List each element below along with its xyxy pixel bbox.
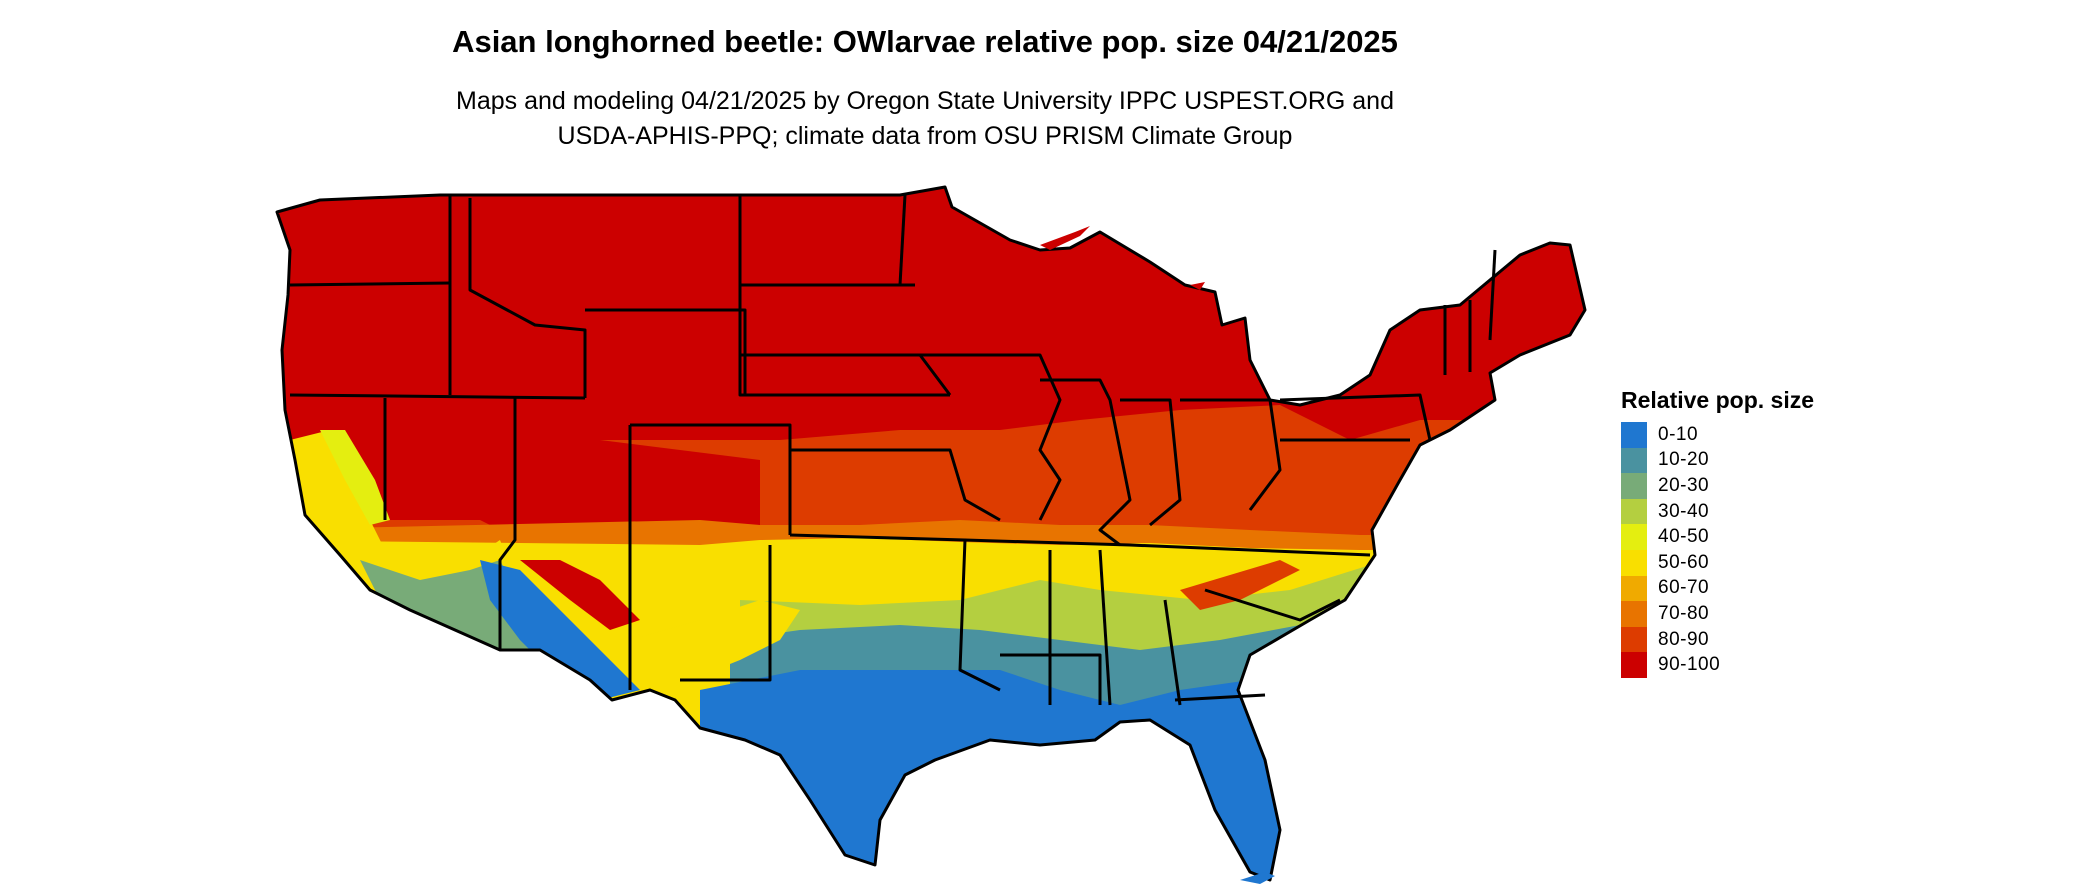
legend-swatch <box>1621 473 1647 499</box>
map-subtitle: Maps and modeling 04/21/2025 by Oregon S… <box>300 84 1550 154</box>
legend-item: 70-80 <box>1621 601 1814 627</box>
legend-swatch <box>1621 626 1647 653</box>
legend-item: 80-90 <box>1621 626 1814 653</box>
legend-swatch <box>1621 575 1647 602</box>
legend-label: 60-70 <box>1658 577 1710 599</box>
legend-swatch <box>1621 652 1647 678</box>
legend-label: 70-80 <box>1658 602 1710 624</box>
legend-label: 90-100 <box>1658 654 1721 676</box>
legend-item: 30-40 <box>1621 498 1814 525</box>
legend-label: 80-90 <box>1658 628 1710 650</box>
legend-swatch <box>1621 524 1647 550</box>
legend-label: 30-40 <box>1658 500 1710 522</box>
legend-item: 10-20 <box>1621 447 1814 474</box>
state-boundaries <box>275 185 1587 882</box>
legend-item: 90-100 <box>1621 652 1814 678</box>
legend-swatch <box>1621 549 1647 576</box>
legend-item: 0-10 <box>1621 422 1814 448</box>
legend-swatch <box>1621 422 1647 448</box>
legend-label: 50-60 <box>1658 551 1710 573</box>
legend-label: 0-10 <box>1658 423 1699 445</box>
coastal-islands <box>1240 872 1275 884</box>
legend-item: 40-50 <box>1621 524 1814 550</box>
legend-label: 10-20 <box>1658 449 1710 471</box>
legend-title: Relative pop. size <box>1621 387 1815 413</box>
subtitle-line-1: Maps and modeling 04/21/2025 by Oregon S… <box>456 87 1394 115</box>
legend-swatch <box>1621 498 1647 525</box>
legend-label: 20-30 <box>1658 474 1710 496</box>
legend: Relative pop. size 0-10 10-20 20-30 30-40 40… <box>1621 387 1814 678</box>
legend-item: 50-60 <box>1621 549 1814 576</box>
map-title: Asian longhorned beetle: OWlarvae relati… <box>452 24 1398 59</box>
legend-swatch <box>1621 447 1647 474</box>
colored-zones <box>277 187 1585 880</box>
legend-swatch <box>1621 601 1647 627</box>
legend-items: 0-10 10-20 20-30 30-40 40-50 50-60 60-70 70-80 8… <box>1621 422 1814 678</box>
great-lakes-islands <box>1040 226 1205 290</box>
legend-item: 20-30 <box>1621 473 1814 499</box>
legend-item: 60-70 <box>1621 575 1814 602</box>
subtitle-line-2: USDA-APHIS-PPQ; climate data from OSU PR… <box>557 122 1293 150</box>
legend-label: 40-50 <box>1658 526 1710 548</box>
